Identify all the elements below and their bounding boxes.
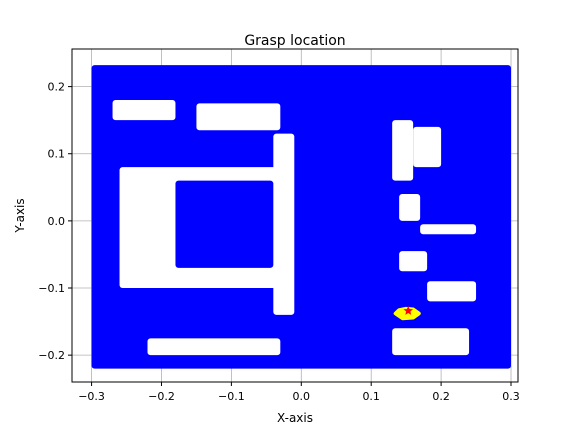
point-cloud-gap [427, 281, 477, 302]
x-axis-label: X-axis [277, 411, 313, 425]
tick-layer: −0.3 −0.2 −0.1 0.0 0.1 0.2 0.3 −0.2 −0.1 0.0 0.1 0.… [38, 81, 519, 403]
x-tick-label: −0.2 [148, 390, 175, 403]
x-tick-label: 0.3 [502, 390, 520, 403]
point-cloud-gap [112, 100, 176, 121]
x-tick-label: 0.0 [293, 390, 311, 403]
y-axis-label: Y-axis [13, 198, 27, 233]
point-cloud-gap [392, 120, 414, 181]
y-tick-label: 0.0 [48, 215, 66, 228]
point-cloud-gap [147, 338, 281, 356]
plot-frame [71, 48, 519, 383]
x-tick-label: −0.3 [78, 390, 105, 403]
x-tick-label: −0.1 [218, 390, 245, 403]
point-cloud-gap [273, 133, 295, 315]
point-cloud-gap [413, 126, 442, 168]
y-tick-label: 0.1 [48, 148, 66, 161]
y-tick-label: 0.2 [48, 81, 66, 94]
x-tick-label: 0.2 [432, 390, 450, 403]
point-cloud-inner-block [175, 180, 274, 268]
x-tick-label: 0.1 [362, 390, 380, 403]
point-cloud-gap [420, 224, 477, 235]
y-tick-label: −0.2 [38, 349, 65, 362]
grasp-star-marker [403, 305, 414, 315]
point-cloud-gap [392, 328, 470, 356]
point-cloud-gap [399, 251, 428, 272]
point-cloud-gap [196, 103, 281, 131]
point-cloud-gap [399, 194, 421, 221]
chart-title: Grasp location [244, 33, 345, 49]
data-layer [91, 65, 512, 369]
y-tick-label: −0.1 [38, 282, 65, 295]
